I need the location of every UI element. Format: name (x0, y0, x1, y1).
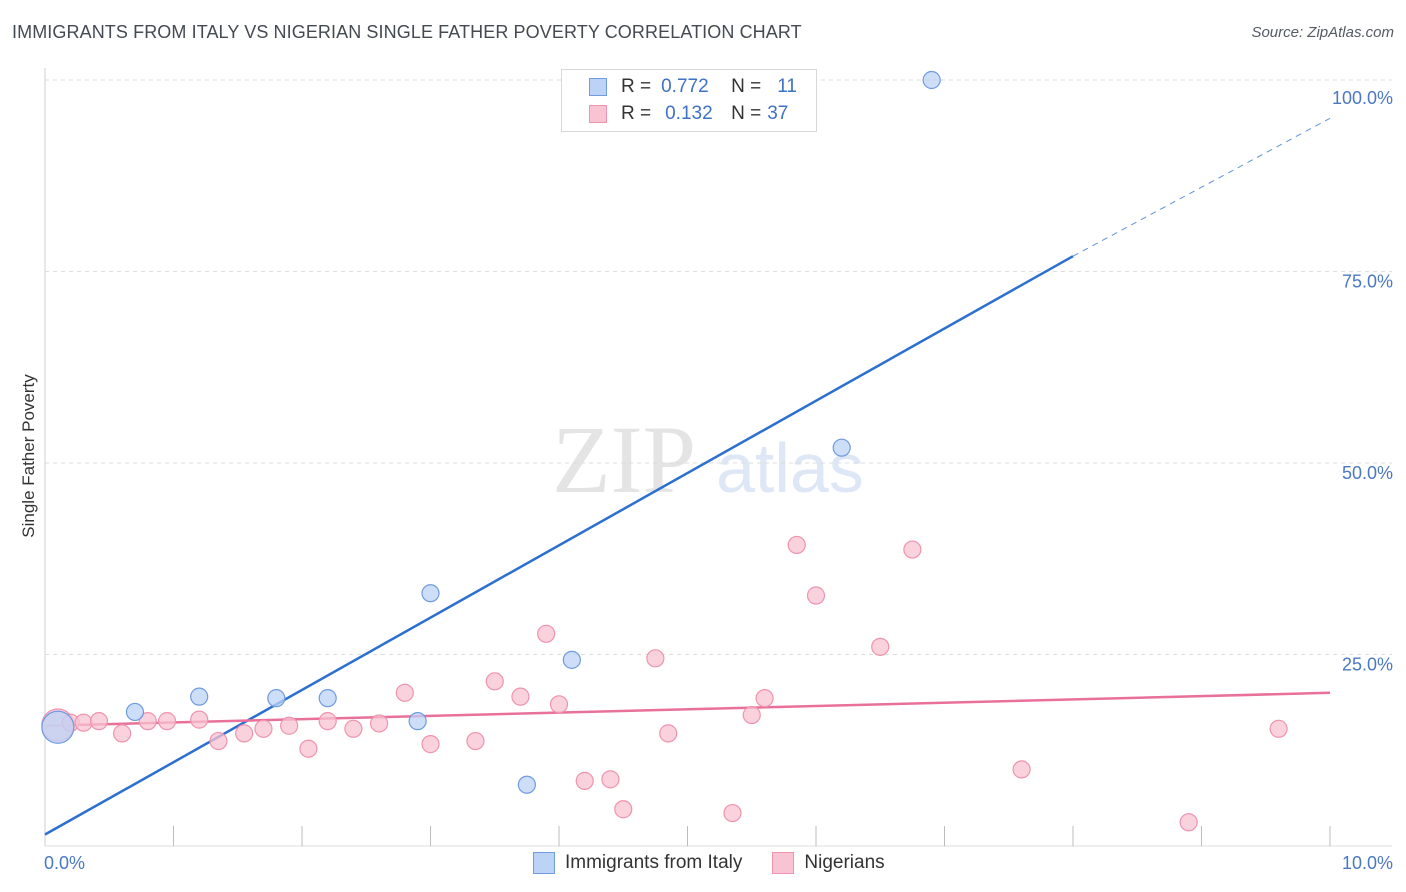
data-point-nigerians (1269, 719, 1288, 738)
data-point-nigerians (485, 672, 504, 691)
data-point-nigerians (614, 800, 633, 819)
data-point-nigerians (601, 770, 620, 789)
data-point-italy (562, 650, 581, 669)
data-point-nigerians (235, 724, 254, 743)
series-label-italy: Immigrants from Italy (565, 852, 743, 873)
watermark-zip: ZIP (552, 406, 696, 513)
legend-n-value-nigerians: 37 (767, 103, 789, 124)
data-point-nigerians (280, 716, 299, 735)
legend-swatch-nigerians (589, 105, 607, 123)
data-point-nigerians (370, 714, 389, 733)
legend-r-value-nigerians: 0.132 (665, 103, 713, 124)
data-point-nigerians (871, 637, 890, 656)
legend-swatch-italy (589, 78, 607, 96)
data-point-nigerians (537, 624, 556, 643)
correlation-legend: R = 0.772 N = 11 R = 0.132 N = 37 (561, 69, 817, 132)
data-point-nigerians (209, 731, 228, 751)
data-point-nigerians (254, 719, 273, 738)
data-point-italy (922, 70, 941, 90)
series-legend: Immigrants from Italy Nigerians (533, 852, 915, 874)
source-label: Source: ZipAtlas.com (1251, 24, 1394, 41)
series-swatch-italy (533, 852, 555, 874)
chart-title: IMMIGRANTS FROM ITALY VS NIGERIAN SINGLE… (12, 22, 802, 42)
data-point-nigerians (138, 712, 157, 731)
data-point-nigerians (575, 771, 594, 790)
legend-r-value-italy: 0.772 (661, 76, 709, 97)
data-point-nigerians (903, 540, 922, 559)
data-point-nigerians (344, 719, 363, 738)
data-point-nigerians (755, 689, 774, 708)
data-point-italy (517, 775, 536, 794)
data-point-nigerians (511, 687, 530, 706)
data-point-nigerians (157, 712, 177, 731)
data-point-nigerians (395, 683, 414, 702)
y-tick-label: 25.0% (1342, 655, 1393, 675)
trend-line-nigerians (44, 691, 1331, 727)
data-point-nigerians (1012, 760, 1031, 779)
data-point-nigerians (787, 535, 806, 555)
data-point-italy (41, 710, 75, 744)
x-tick-label-min: 0.0% (44, 853, 85, 873)
legend-n-label: N = (731, 76, 762, 97)
y-tick-label: 75.0% (1342, 272, 1393, 292)
data-point-italy (408, 712, 427, 731)
grid-layer (45, 79, 1392, 847)
data-point-italy (190, 687, 209, 706)
series-legend-item-nigerians[interactable]: Nigerians (772, 852, 885, 874)
data-point-nigerians (659, 724, 678, 743)
data-point-nigerians (74, 713, 93, 732)
data-point-italy (318, 689, 337, 708)
series-label-nigerians: Nigerians (804, 852, 885, 873)
data-point-nigerians (89, 712, 109, 731)
y-tick-label: 100.0% (1332, 88, 1393, 108)
data-point-nigerians (806, 586, 826, 605)
y-tick-label: 50.0% (1342, 463, 1393, 483)
data-point-italy (267, 689, 286, 708)
data-point-nigerians (742, 705, 761, 725)
x-tick-label-max: 10.0% (1342, 853, 1393, 873)
series-swatch-nigerians (772, 852, 795, 874)
legend-r-label: R = (621, 76, 652, 97)
data-point-nigerians (318, 712, 337, 731)
data-point-italy (832, 438, 851, 457)
legend-row-italy: R = 0.772 N = 11 (589, 75, 797, 99)
data-point-italy (125, 702, 145, 722)
x-tick-layer (173, 826, 1331, 846)
point-layer (41, 70, 1288, 832)
data-point-nigerians (466, 731, 485, 751)
legend-row-nigerians: R = 0.132 N = 37 (589, 102, 788, 126)
data-point-nigerians (112, 724, 132, 743)
data-point-nigerians (723, 803, 742, 823)
trend-line-extension-italy (1072, 117, 1331, 257)
series-legend-item-italy[interactable]: Immigrants from Italy (533, 852, 742, 874)
y-axis-label: Single Father Poverty (19, 374, 38, 538)
data-point-nigerians (646, 649, 665, 668)
data-point-nigerians (299, 739, 318, 758)
data-point-nigerians (1179, 813, 1198, 832)
label-layer: 25.0% 50.0% 75.0% 100.0% (1332, 88, 1393, 675)
data-point-nigerians (421, 735, 440, 754)
data-point-nigerians (190, 710, 209, 729)
data-point-italy (421, 584, 440, 603)
legend-n-label: N = (731, 103, 762, 124)
legend-r-label: R = (621, 103, 652, 124)
data-point-nigerians (549, 695, 569, 714)
legend-n-value-italy: 11 (777, 76, 797, 97)
